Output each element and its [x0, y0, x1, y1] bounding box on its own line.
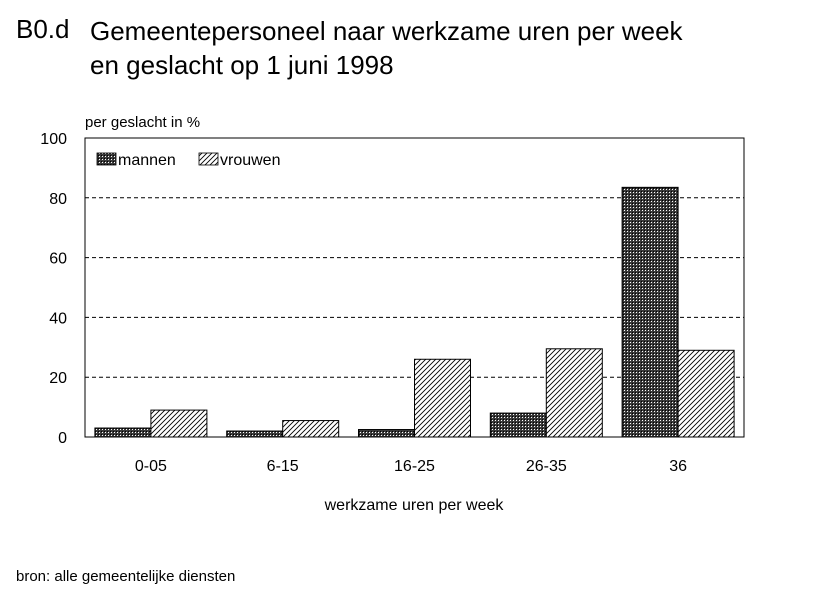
legend-label-vrouwen: vrouwen — [220, 152, 280, 169]
bar-mannen-26-35 — [489, 412, 547, 438]
x-tick-label: 0-05 — [135, 458, 167, 475]
plot-area-frame — [84, 137, 745, 438]
y-tick-label: 0 — [58, 430, 67, 447]
y-axis-label: per geslacht in % — [85, 114, 200, 131]
x-tick-labels: 0-05 6-15 16-25 26-35 36 — [135, 458, 687, 475]
x-tick-label: 26-35 — [526, 458, 567, 475]
chart-title-line-2: en geslacht op 1 juni 1998 — [90, 50, 394, 80]
bar-mannen-6-15 — [226, 430, 284, 438]
x-tick-label: 36 — [669, 458, 687, 475]
bar-vrouwen-16-25 — [414, 358, 471, 438]
y-tick-label: 100 — [40, 131, 67, 148]
y-tick-label: 40 — [49, 310, 67, 327]
bar-mannen-0-05 — [94, 427, 152, 438]
legend-label-mannen: mannen — [118, 152, 176, 169]
y-tick-label: 60 — [49, 251, 67, 268]
bar-vrouwen-0-05 — [150, 409, 208, 438]
source-note: bron: alle gemeentelijke diensten — [16, 568, 236, 585]
y-tick-labels: 0 20 40 60 80 100 — [40, 131, 67, 447]
bars — [94, 186, 735, 438]
x-tick-label: 6-15 — [267, 458, 299, 475]
x-axis-label: werkzame uren per week — [324, 497, 505, 514]
legend: mannen vrouwen — [96, 152, 280, 169]
chart-title-line-1: Gemeentepersoneel naar werkzame uren per… — [90, 16, 683, 46]
chart-code: B0.d — [16, 14, 70, 44]
bar-mannen-36 — [621, 186, 679, 438]
y-tick-label: 80 — [49, 191, 67, 208]
y-tick-label: 20 — [49, 370, 67, 387]
bar-mannen-16-25 — [358, 429, 415, 438]
bar-vrouwen-36 — [677, 349, 735, 438]
chart-title: Gemeentepersoneel naar werkzame uren per… — [90, 14, 683, 82]
legend-swatch-vrouwen — [198, 152, 219, 166]
legend-swatch-mannen — [96, 152, 117, 166]
x-tick-label: 16-25 — [394, 458, 435, 475]
bar-vrouwen-6-15 — [282, 420, 340, 438]
bar-vrouwen-26-35 — [545, 348, 603, 438]
